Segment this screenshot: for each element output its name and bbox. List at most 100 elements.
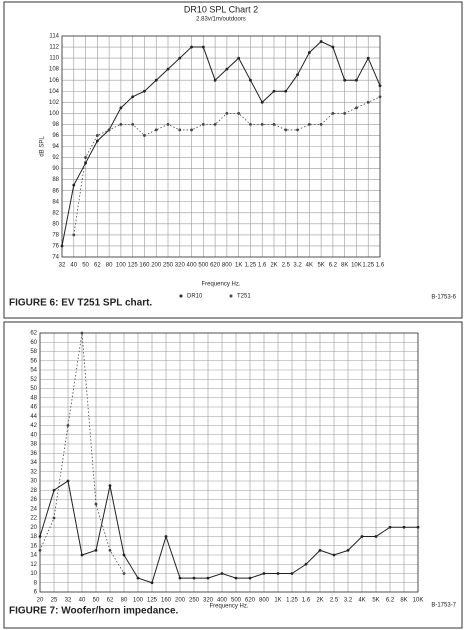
y-tick-label: 38 bbox=[30, 442, 37, 448]
data-point bbox=[378, 95, 382, 99]
x-tick-label: 80 bbox=[121, 598, 128, 604]
x-tick-label: 6.2 bbox=[329, 263, 338, 269]
y-tick-label: 62 bbox=[30, 331, 37, 337]
data-point bbox=[72, 183, 76, 187]
y-tick-label: 42 bbox=[30, 423, 37, 429]
x-tick-label: 50 bbox=[82, 263, 89, 269]
x-tick-label: 25 bbox=[51, 598, 58, 604]
data-point bbox=[94, 548, 98, 552]
plot-frame bbox=[61, 35, 381, 258]
data-point bbox=[206, 576, 210, 580]
x-tick-label: 320 bbox=[175, 263, 186, 269]
y-tick-label: 34 bbox=[30, 460, 37, 466]
data-point bbox=[272, 89, 276, 93]
data-point bbox=[213, 78, 217, 82]
data-point bbox=[355, 106, 358, 110]
y-tick-label: 88 bbox=[52, 177, 59, 183]
y-tick-label: 80 bbox=[52, 221, 59, 227]
y-tick-label: 86 bbox=[52, 188, 59, 194]
data-point bbox=[164, 535, 168, 538]
x-tick-label: 1.25 bbox=[245, 263, 257, 269]
x-axis-label: Frequency Hz. bbox=[209, 604, 248, 610]
data-point bbox=[72, 233, 76, 237]
x-tick-label: 125 bbox=[147, 598, 158, 604]
data-point bbox=[178, 576, 182, 580]
x-tick-label: 5K bbox=[317, 263, 324, 269]
data-point bbox=[220, 572, 224, 575]
x-tick-label: 400 bbox=[217, 598, 228, 604]
data-point bbox=[108, 484, 112, 488]
x-tick-label: 1.25 bbox=[286, 598, 298, 604]
data-point bbox=[331, 111, 335, 115]
x-tick-label: 620 bbox=[245, 598, 256, 604]
data-point bbox=[119, 123, 123, 126]
x-tick-label: 200 bbox=[151, 263, 162, 269]
data-point bbox=[150, 581, 154, 585]
figure-code: B-1753-7 bbox=[431, 603, 456, 609]
y-tick-label: 76 bbox=[52, 244, 59, 250]
x-tick-label: 62 bbox=[94, 263, 101, 269]
data-point bbox=[60, 244, 64, 248]
x-tick-label: 620 bbox=[210, 263, 221, 269]
y-tick-label: 110 bbox=[49, 56, 59, 62]
data-point bbox=[374, 535, 378, 538]
data-point bbox=[225, 111, 229, 115]
data-point bbox=[272, 123, 276, 126]
x-tick-label: 100 bbox=[133, 598, 144, 604]
y-tick-label: 8 bbox=[34, 580, 38, 586]
x-tick-label: 160 bbox=[139, 263, 150, 269]
data-point bbox=[52, 488, 56, 492]
y-tick-label: 108 bbox=[49, 67, 60, 73]
y-tick-label: 22 bbox=[30, 516, 37, 522]
x-tick-label: 400 bbox=[187, 263, 198, 269]
figure-code: B-1753-6 bbox=[431, 295, 456, 301]
x-tick-label: 40 bbox=[79, 598, 86, 604]
x-tick-label: 6.2 bbox=[386, 598, 395, 604]
y-tick-label: 30 bbox=[30, 479, 37, 485]
legend-marker bbox=[179, 294, 183, 298]
data-point bbox=[119, 106, 123, 110]
x-tick-label: 10K bbox=[413, 598, 424, 604]
x-axis-label: Frequency Hz. bbox=[201, 282, 240, 288]
x-tick-label: 4K bbox=[358, 598, 365, 604]
data-point bbox=[296, 128, 299, 132]
x-tick-label: 1K bbox=[235, 263, 242, 269]
y-tick-label: 112 bbox=[49, 45, 59, 51]
x-tick-label: 1.6 bbox=[376, 263, 385, 269]
x-tick-label: 50 bbox=[93, 598, 100, 604]
y-tick-label: 106 bbox=[49, 78, 60, 84]
y-tick-label: 114 bbox=[49, 34, 59, 40]
data-point bbox=[66, 479, 70, 483]
x-tick-label: 250 bbox=[163, 263, 174, 269]
x-tick-label: 2K bbox=[316, 598, 323, 604]
y-tick-label: 28 bbox=[30, 488, 37, 494]
data-point bbox=[190, 45, 193, 49]
y-tick-label: 92 bbox=[52, 155, 59, 161]
data-point bbox=[248, 576, 252, 580]
data-point bbox=[122, 572, 126, 575]
y-tick-label: 98 bbox=[52, 122, 59, 128]
data-point bbox=[38, 535, 42, 538]
data-point bbox=[343, 78, 347, 82]
x-tick-label: 500 bbox=[231, 598, 242, 604]
data-point bbox=[201, 123, 205, 126]
x-tick-label: 2K bbox=[270, 263, 277, 269]
data-point bbox=[80, 331, 84, 335]
x-tick-label: 8K bbox=[341, 263, 348, 269]
data-point bbox=[284, 128, 288, 132]
y-tick-label: 60 bbox=[30, 340, 37, 346]
data-point bbox=[318, 548, 322, 552]
data-point bbox=[52, 516, 56, 520]
data-point bbox=[122, 553, 126, 557]
plot-frame bbox=[39, 332, 419, 593]
data-point bbox=[388, 525, 392, 529]
data-point bbox=[94, 502, 98, 506]
x-tick-label: 2.5 bbox=[282, 263, 291, 269]
y-tick-label: 36 bbox=[30, 451, 37, 457]
series-line bbox=[61, 40, 381, 247]
data-point bbox=[290, 572, 294, 575]
data-point bbox=[260, 100, 264, 104]
data-point bbox=[355, 78, 358, 82]
y-tick-label: 50 bbox=[30, 386, 37, 392]
x-tick-label: 2.5 bbox=[330, 598, 339, 604]
